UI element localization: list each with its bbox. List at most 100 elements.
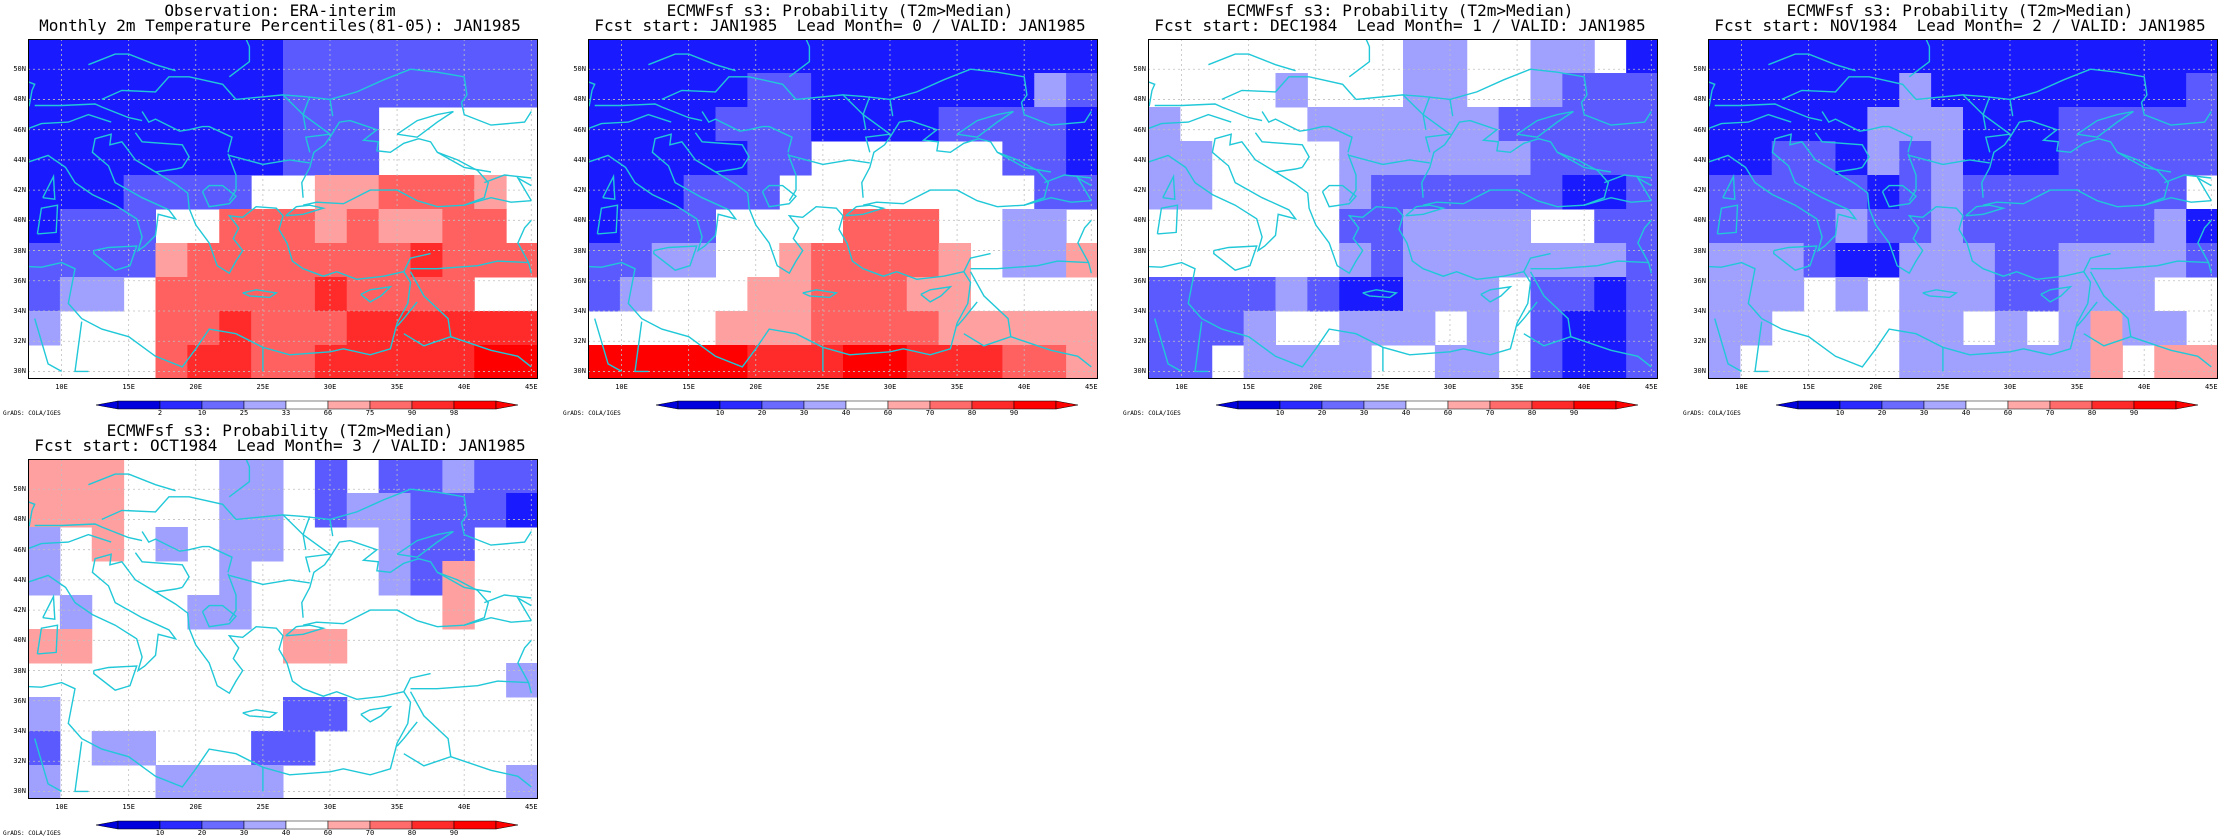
- grid-cell: [474, 39, 507, 74]
- grid-cell: [1066, 311, 1098, 346]
- grid-cell: [314, 311, 348, 346]
- lon-tick-label: 15E: [122, 383, 135, 391]
- coastline: [1908, 39, 1931, 78]
- grid-cell: [1466, 243, 1500, 278]
- colorbar-segment: [411, 820, 455, 830]
- coastline: [1922, 289, 1959, 299]
- grid-cell: [155, 39, 188, 74]
- grid-cell: [251, 459, 284, 494]
- grid-cell: [1963, 73, 1996, 108]
- grid-cell: [1562, 73, 1595, 108]
- coastline: [302, 96, 311, 130]
- coastline: [282, 488, 468, 523]
- grid-cell: [715, 175, 748, 210]
- grid-cell: [2090, 311, 2123, 346]
- grid-cell: [442, 345, 475, 379]
- colorbar-segment: [159, 400, 203, 410]
- grid-cell: [1403, 39, 1436, 74]
- grid-cell: [91, 141, 125, 176]
- coastline: [1194, 321, 1209, 373]
- grid-cell: [1179, 311, 1213, 346]
- grid-cell: [843, 311, 876, 346]
- grid-cell: [1148, 311, 1181, 346]
- grid-cell: [1708, 141, 1741, 176]
- grid-cell: [2122, 311, 2155, 346]
- coastline: [517, 639, 532, 694]
- coastline: [1355, 94, 1452, 153]
- lat-tick-label: 50N: [573, 65, 586, 74]
- coastline: [661, 76, 797, 101]
- colorbar-label: 60: [883, 409, 893, 417]
- coastline: [2116, 151, 2172, 173]
- grid-cell: [314, 459, 348, 494]
- grid-cell: [2058, 73, 2092, 108]
- lon-tick-label: 30E: [2003, 383, 2017, 391]
- grid-cell: [346, 493, 380, 528]
- grid-cell: [1498, 243, 1532, 278]
- lat-tick-label: 48N: [573, 95, 586, 104]
- grid-cell: [1899, 73, 1932, 108]
- grid-cell: [938, 107, 972, 142]
- coastline: [788, 39, 811, 78]
- grid-cell: [1466, 141, 1500, 176]
- colorbar-label: 33: [281, 409, 291, 417]
- grid-cell: [715, 39, 748, 74]
- grads-credit: GrADS: COLA/IGES: [1683, 410, 1741, 417]
- coastline: [588, 133, 972, 368]
- lon-tick-label: 45E: [524, 803, 538, 811]
- grid-cell: [2058, 141, 2092, 176]
- coastline: [101, 76, 237, 101]
- grid-cell: [219, 765, 252, 799]
- colorbar-arrow-left: [1215, 400, 1239, 410]
- grid-cell: [2090, 73, 2123, 108]
- grid-cell: [588, 277, 621, 312]
- coastline: [1708, 113, 1792, 147]
- coastline: [228, 39, 251, 78]
- grid-cell: [1739, 39, 1773, 74]
- lat-tick-label: 46N: [13, 125, 26, 134]
- lon-tick-label: 20E: [1309, 383, 1323, 391]
- grid-cell: [1931, 243, 1964, 278]
- colorbar-segment: [201, 820, 245, 830]
- coastline: [2083, 271, 2132, 347]
- grid-cell: [91, 209, 125, 244]
- colorbar-segment: [1321, 400, 1365, 410]
- grid-cell: [251, 731, 284, 766]
- grid-cell: [1034, 209, 1067, 244]
- lat-tick-label: 30N: [1133, 367, 1146, 376]
- grid-cell: [1771, 209, 1805, 244]
- grid-cell: [506, 311, 538, 346]
- grid-cell: [59, 277, 93, 312]
- coastline: [464, 196, 532, 206]
- grid-cell: [1562, 311, 1595, 346]
- colorbar-segment: [117, 400, 161, 410]
- grid-cell: [1434, 243, 1468, 278]
- coastline: [1708, 81, 1716, 109]
- coastline: [1405, 204, 1447, 217]
- grid-cell: [874, 311, 908, 346]
- coastline: [845, 204, 887, 217]
- grid-cell: [187, 277, 220, 312]
- lat-tick-label: 36N: [13, 696, 26, 705]
- grid-cell: [59, 209, 93, 244]
- lon-tick-label: 15E: [1242, 383, 1255, 391]
- lat-tick-label: 44N: [13, 575, 26, 584]
- colorbar-segment: [1797, 400, 1841, 410]
- grid-cell: [506, 663, 538, 698]
- grid-cell: [1626, 107, 1658, 142]
- lat-tick-label: 30N: [573, 367, 586, 376]
- grid-cell: [1403, 73, 1436, 108]
- lat-tick-label: 42N: [573, 186, 586, 195]
- colorbar-segment: [1965, 400, 2009, 410]
- coastline: [956, 301, 978, 327]
- colorbar-segment: [2007, 400, 2051, 410]
- grid-cell: [28, 141, 61, 176]
- coastline: [1044, 174, 1092, 184]
- grid-cell: [2026, 175, 2060, 210]
- coastline: [42, 173, 56, 200]
- grid-cell: [1002, 311, 1035, 346]
- coastline: [329, 99, 334, 117]
- grid-cell: [1434, 209, 1468, 244]
- grid-cell: [906, 209, 940, 244]
- grid-cell: [619, 141, 653, 176]
